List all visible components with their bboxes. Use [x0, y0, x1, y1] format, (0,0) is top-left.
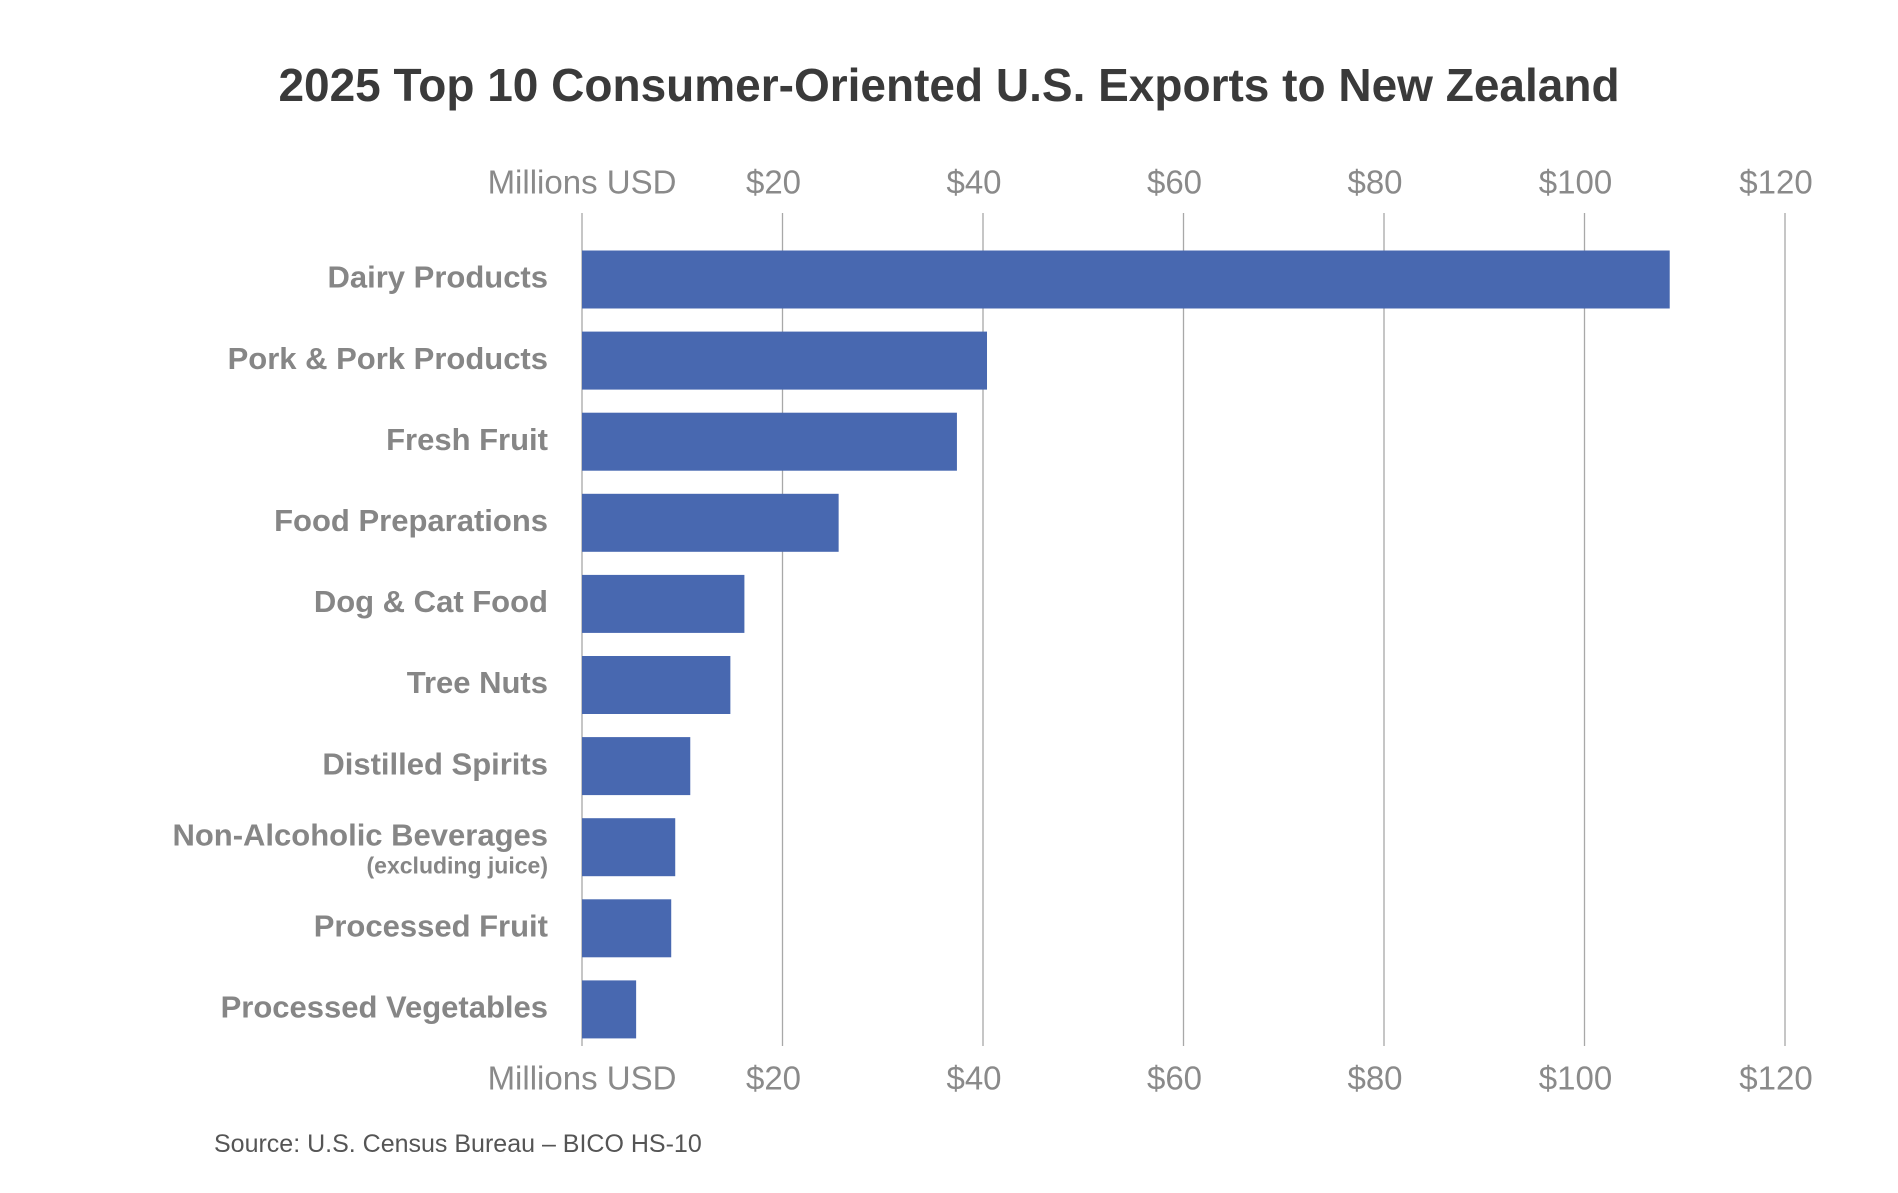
bar	[582, 250, 1670, 309]
chart-title: 2025 Top 10 Consumer-Oriented U.S. Expor…	[278, 59, 1620, 111]
bar	[582, 980, 637, 1039]
tick-label: $80	[1347, 164, 1402, 201]
tick-label: $100	[1539, 1060, 1612, 1097]
bar	[582, 899, 672, 958]
tick-label: $20	[746, 1060, 801, 1097]
category-label: Dairy Products	[327, 260, 548, 295]
category-label: Pork & Pork Products	[228, 341, 548, 376]
category-label: Tree Nuts	[407, 665, 548, 700]
bar	[582, 656, 731, 714]
tick-label: $60	[1147, 164, 1202, 201]
tick-label: $80	[1347, 1060, 1402, 1097]
category-label: Processed Vegetables	[221, 990, 548, 1025]
category-label: Fresh Fruit	[386, 422, 548, 457]
category-label: Dog & Cat Food	[314, 584, 548, 619]
tick-label: $20	[746, 164, 801, 201]
bar	[582, 331, 988, 390]
category-label: Distilled Spirits	[322, 746, 548, 781]
bar	[582, 493, 839, 552]
tick-label: $120	[1739, 164, 1812, 201]
category-label: Processed Fruit	[314, 908, 548, 943]
axis-unit-label-top: Millions USD	[488, 164, 677, 201]
source-note: Source: U.S. Census Bureau – BICO HS-10	[214, 1130, 702, 1158]
axis-unit-label-bottom: Millions USD	[488, 1060, 677, 1097]
category-label: Non-Alcoholic Beverages	[172, 817, 548, 852]
tick-label: $120	[1739, 1060, 1812, 1097]
bar	[582, 412, 957, 471]
tick-label: $60	[1147, 1060, 1202, 1097]
bar	[582, 574, 745, 633]
bar	[582, 737, 691, 796]
tick-label: $40	[946, 164, 1001, 201]
bar	[582, 818, 676, 877]
tick-label: $40	[946, 1060, 1001, 1097]
tick-label: $100	[1539, 164, 1612, 201]
category-sublabel: (excluding juice)	[367, 852, 548, 878]
category-label: Food Preparations	[274, 503, 548, 538]
